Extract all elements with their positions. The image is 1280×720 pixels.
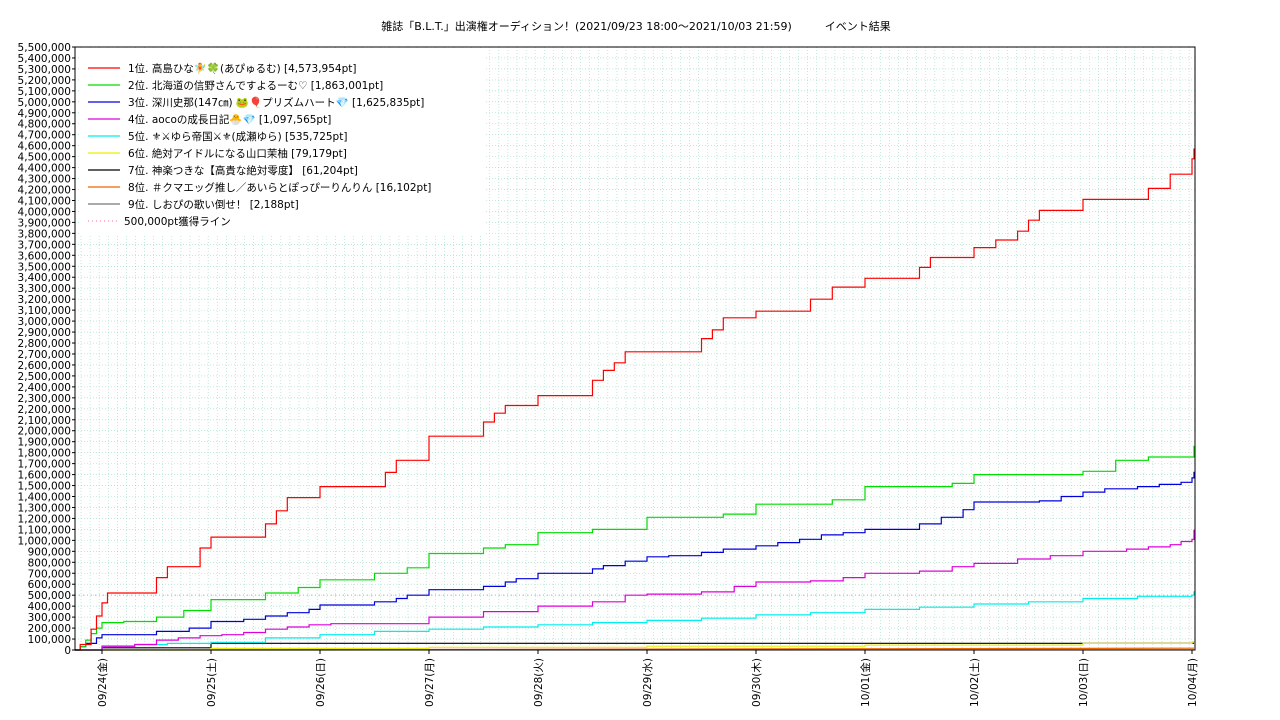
- legend-label: 2位. 北海道の信野さんですよるーむ♡ [1,863,001pt]: [128, 79, 383, 92]
- y-tick-label: 4,800,000: [18, 119, 71, 131]
- legend-label: 1位. 高島ひな🧚🍀(あぴゅるむ) [4,573,954pt]: [128, 62, 356, 75]
- y-tick-label: 1,500,000: [18, 481, 71, 493]
- y-tick-label: 2,000,000: [18, 426, 71, 438]
- y-tick-label: 500,000: [28, 590, 71, 602]
- plot-frame: [74, 46, 1196, 651]
- x-tick-label: 10/01(金): [859, 658, 872, 707]
- y-tick-label: 3,600,000: [18, 250, 71, 262]
- y-tick-label: 5,000,000: [18, 97, 71, 109]
- y-tick-label: 200,000: [28, 623, 71, 635]
- y-tick-label: 100,000: [28, 634, 71, 646]
- series-line: [74, 445, 1195, 651]
- y-tick-label: 1,600,000: [18, 470, 71, 482]
- y-tick-label: 5,100,000: [18, 86, 71, 98]
- y-tick-label: 4,000,000: [18, 206, 71, 218]
- y-tick-label: 3,800,000: [18, 228, 71, 240]
- y-tick-label: 2,800,000: [18, 338, 71, 350]
- y-tick-label: 5,500,000: [18, 42, 71, 54]
- y-tick-label: 400,000: [28, 601, 71, 613]
- x-tick-label: 09/26(日): [315, 658, 327, 707]
- chart-title: 雑誌「B.L.T.」出演権オーディション！(2021/09/23 18:00〜2…: [381, 20, 891, 33]
- x-tick-label: 10/04(月): [1187, 658, 1199, 707]
- x-tick-label: 09/27(月): [424, 658, 436, 707]
- y-tick-label: 1,700,000: [18, 459, 71, 471]
- legend: 1位. 高島ひな🧚🍀(あぴゅるむ) [4,573,954pt] 2位. 北海道の信…: [80, 50, 485, 234]
- y-tick-label: 1,400,000: [18, 492, 71, 504]
- axis-layer: 0100,000200,000300,000400,000500,000600,…: [18, 42, 1199, 707]
- legend-label: 8位. ＃クマエッグ推し／あいらとぽっぴーりんりん [16,102pt]: [128, 181, 431, 194]
- legend-label: 5位. ⚜⚔ゆら帝国⚔⚜(成瀬ゆら) [535,725pt]: [128, 130, 347, 143]
- y-tick-label: 4,100,000: [18, 195, 71, 207]
- series-line: [74, 148, 1195, 651]
- y-tick-label: 2,700,000: [18, 349, 71, 361]
- y-tick-label: 4,700,000: [18, 130, 71, 142]
- x-tick-label: 10/03(日): [1078, 658, 1090, 707]
- x-tick-label: 09/24(金): [96, 658, 109, 707]
- series-line: [74, 591, 1195, 651]
- y-tick-label: 3,500,000: [18, 261, 71, 273]
- y-tick-label: 4,300,000: [18, 174, 71, 186]
- y-tick-label: 3,700,000: [18, 239, 71, 251]
- x-tick-label: 09/25(土): [205, 658, 218, 707]
- legend-background: [80, 50, 485, 234]
- x-tick-label: 09/29(水): [642, 658, 654, 707]
- y-tick-label: 4,500,000: [18, 152, 71, 164]
- legend-label: 500,000pt獲得ライン: [124, 215, 231, 228]
- y-tick-label: 300,000: [28, 612, 71, 624]
- y-tick-label: 900,000: [28, 546, 71, 558]
- y-tick-label: 1,900,000: [18, 437, 71, 449]
- y-tick-label: 600,000: [28, 579, 71, 591]
- y-tick-label: 4,400,000: [18, 163, 71, 175]
- y-tick-label: 3,900,000: [18, 217, 71, 229]
- y-tick-label: 2,200,000: [18, 404, 71, 416]
- y-tick-label: 2,500,000: [18, 371, 71, 383]
- x-tick-label: 09/30(木): [751, 658, 763, 707]
- y-tick-label: 3,200,000: [18, 294, 71, 306]
- legend-label: 4位. aocoの成長日記🐣💎 [1,097,565pt]: [128, 113, 331, 126]
- legend-label: 7位. 神楽つきな【高貴な絶対零度】 [61,204pt]: [128, 164, 358, 177]
- y-tick-label: 5,200,000: [18, 75, 71, 87]
- y-tick-label: 3,000,000: [18, 316, 71, 328]
- y-tick-label: 3,100,000: [18, 305, 71, 317]
- y-tick-label: 4,200,000: [18, 185, 71, 197]
- series-line: [74, 641, 1195, 651]
- y-tick-label: 2,400,000: [18, 382, 71, 394]
- y-tick-label: 3,300,000: [18, 283, 71, 295]
- y-tick-label: 0: [64, 645, 71, 657]
- y-tick-label: 1,200,000: [18, 513, 71, 525]
- legend-label: 9位. しおぴの歌い倒せ！ [2,188pt]: [128, 198, 299, 211]
- series-line: [74, 529, 1195, 651]
- legend-label: 3位. 深川史那(147㎝) 🐸🎈プリズムハート💎 [1,625,835pt]: [128, 96, 424, 109]
- y-tick-label: 800,000: [28, 557, 71, 569]
- x-tick-label: 10/02(土): [968, 658, 981, 707]
- y-tick-label: 1,100,000: [18, 524, 71, 536]
- y-tick-label: 4,900,000: [18, 108, 71, 120]
- series-line: [74, 471, 1195, 651]
- legend-label: 6位. 絶対アイドルになる山口茉柚 [79,179pt]: [128, 147, 347, 160]
- y-tick-label: 3,400,000: [18, 272, 71, 284]
- y-tick-label: 5,400,000: [18, 53, 71, 65]
- y-tick-label: 2,100,000: [18, 415, 71, 427]
- y-tick-label: 5,300,000: [18, 64, 71, 76]
- x-tick-label: 09/28(火): [533, 658, 545, 707]
- y-tick-label: 700,000: [28, 568, 71, 580]
- y-tick-label: 2,300,000: [18, 393, 71, 405]
- y-tick-label: 4,600,000: [18, 141, 71, 153]
- y-tick-label: 1,300,000: [18, 502, 71, 514]
- y-tick-label: 1,800,000: [18, 448, 71, 460]
- y-tick-label: 1,000,000: [18, 535, 71, 547]
- y-tick-label: 2,900,000: [18, 327, 71, 339]
- y-tick-label: 2,600,000: [18, 360, 71, 372]
